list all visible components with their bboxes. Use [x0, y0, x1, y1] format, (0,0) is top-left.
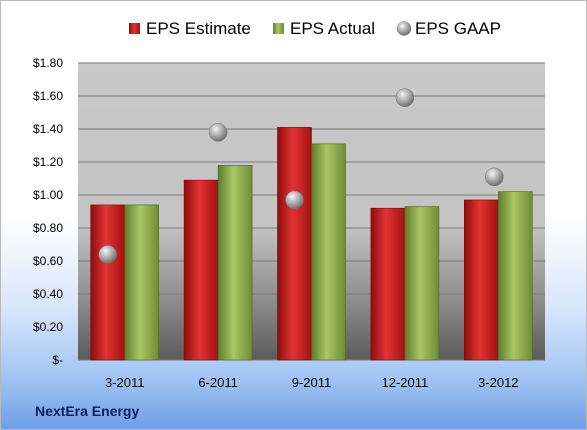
bar-eps-estimate — [183, 179, 219, 361]
bar-eps-estimate — [90, 204, 125, 361]
legend-label: EPS Actual — [290, 19, 375, 38]
point-eps-gaap — [208, 123, 228, 142]
y-tick-label: $1.40 — [33, 122, 63, 136]
legend-label: EPS GAAP — [415, 19, 501, 38]
bar-eps-estimate — [370, 207, 406, 361]
y-tick-label: $0.40 — [33, 287, 63, 301]
x-axis-labels: 3-2011 6-2011 9-2011 12-2011 3-2012 — [105, 375, 519, 390]
bar-eps-actual — [311, 143, 346, 361]
x-tick-label: 9-2011 — [292, 375, 332, 390]
bar-eps-actual — [404, 206, 440, 361]
bar-eps-estimate — [463, 199, 499, 361]
legend: EPS Estimate EPS Actual EPS GAAP — [129, 19, 501, 38]
point-eps-gaap — [485, 167, 504, 187]
point-eps-gaap — [98, 245, 117, 264]
bar-eps-actual — [217, 165, 253, 361]
legend-label: EPS Estimate — [146, 19, 251, 38]
bar-eps-actual — [497, 191, 533, 361]
y-tick-label: $- — [52, 353, 63, 367]
legend-swatch — [273, 23, 284, 34]
x-tick-label: 3-2011 — [105, 375, 145, 390]
legend-swatch — [129, 23, 140, 34]
legend-swatch — [396, 21, 412, 36]
y-tick-label: $1.80 — [33, 56, 63, 70]
y-tick-label: $1.00 — [33, 188, 63, 202]
point-eps-gaap — [285, 190, 304, 210]
y-tick-label: $0.20 — [33, 320, 63, 334]
bar-eps-actual — [124, 204, 159, 361]
company-name: NextEra Energy — [35, 403, 140, 419]
gaap-points — [98, 88, 504, 264]
x-tick-label: 12-2011 — [382, 375, 429, 390]
y-tick-label: $0.80 — [33, 221, 63, 235]
bar-eps-estimate — [277, 127, 312, 361]
point-eps-gaap — [395, 88, 415, 107]
bars — [90, 127, 533, 361]
y-tick-label: $1.60 — [33, 89, 63, 103]
x-tick-label: 3-2012 — [478, 375, 518, 390]
y-axis-labels: $- $0.20 $0.40 $0.60 $0.80 $1.00 $1.20 $1.40 $1.… — [33, 56, 63, 367]
y-tick-label: $1.20 — [33, 155, 63, 169]
x-tick-label: 6-2011 — [198, 375, 238, 390]
y-tick-label: $0.60 — [33, 254, 63, 268]
